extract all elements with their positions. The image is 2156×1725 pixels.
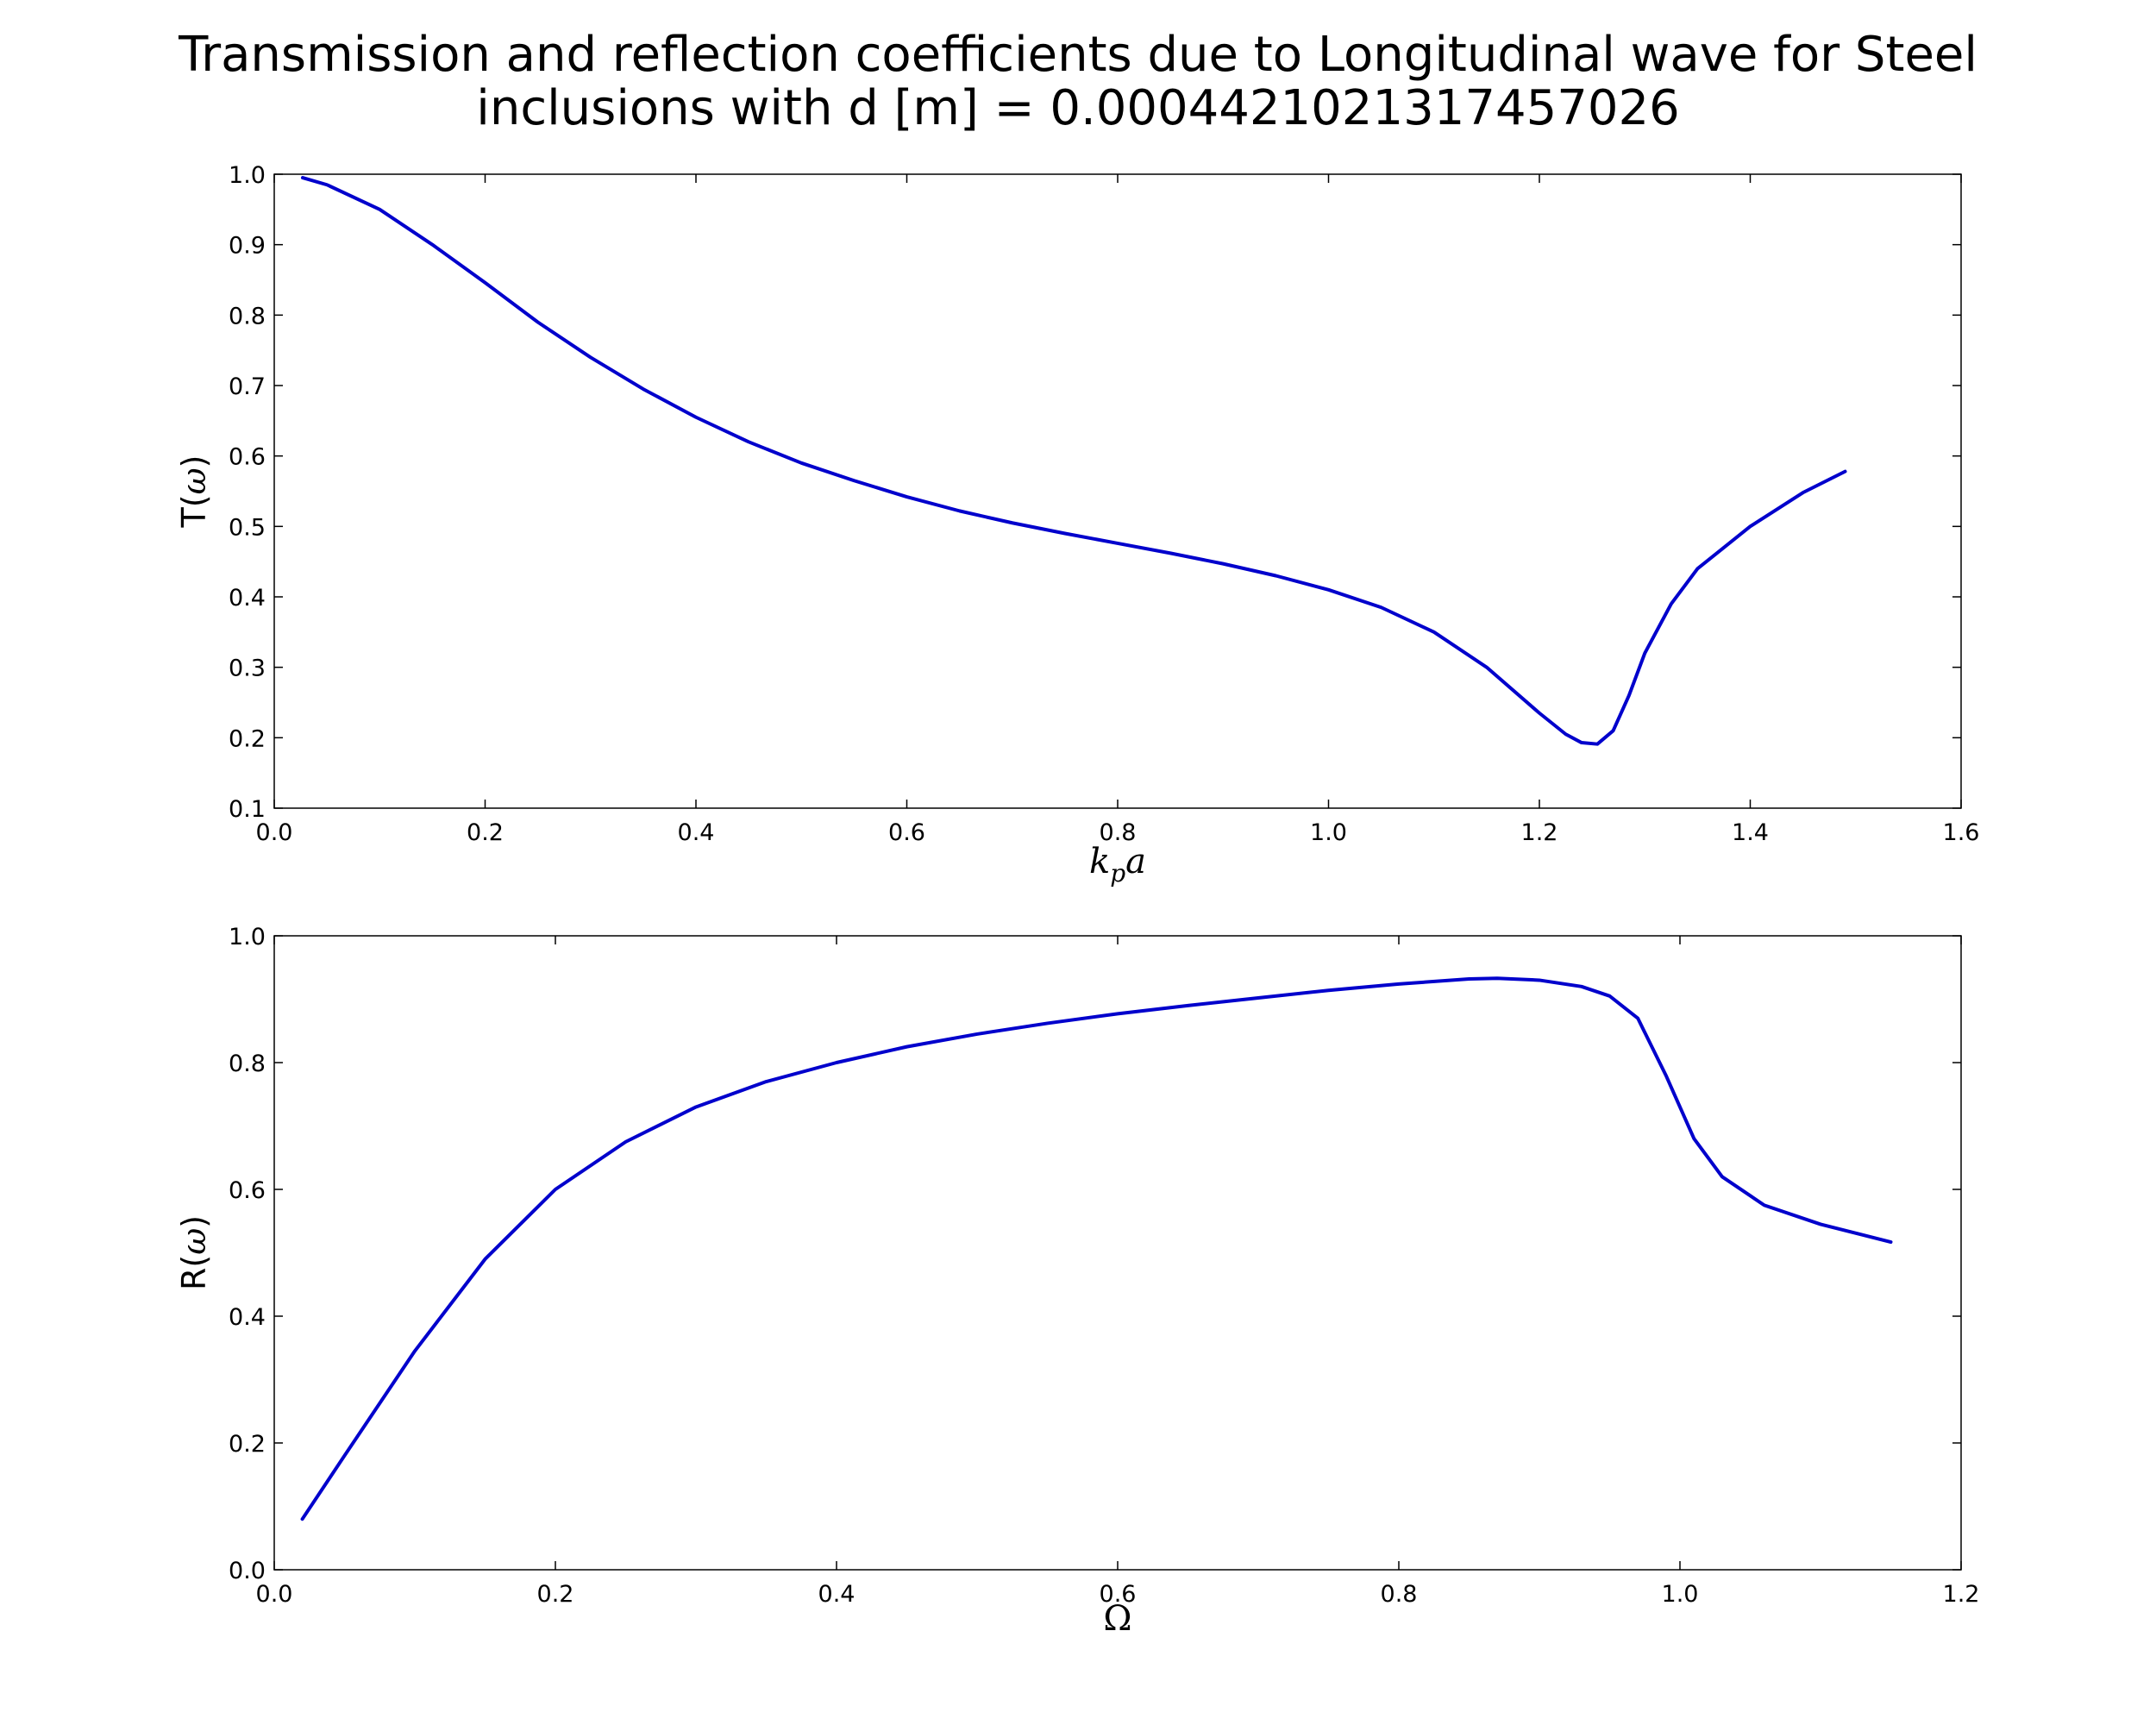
y-tick-label: 0.9 (229, 233, 266, 260)
x-tick-label: 0.2 (537, 1581, 574, 1608)
x-tick-label: 1.6 (1943, 819, 1980, 846)
y-tick-label: 0.7 (229, 373, 266, 400)
x-tick-label: 0.0 (256, 1581, 293, 1608)
y-tick-label: 1.0 (229, 162, 266, 189)
x-tick-label: 0.8 (1381, 1581, 1418, 1608)
series-line (300, 976, 1893, 1521)
x-tick-label: 1.0 (1310, 819, 1347, 846)
subplot-1: 0.0 0.2 0.4 0.6 0.8 1.0 1.2 1.4 1.6 0.1 0.2 0.3 0.4 0… (175, 162, 1979, 888)
x-tick-label: 0.6 (1100, 1581, 1137, 1608)
y-tick-label: 0.4 (229, 585, 266, 612)
x-tick-label: 1.2 (1521, 819, 1558, 846)
x-tick-label: 0.8 (1100, 819, 1137, 846)
y-tick-label: 0.6 (229, 1177, 266, 1204)
y-tick-label: 0.6 (229, 444, 266, 471)
plot-frame (273, 173, 1962, 809)
y-tick-label: 1.0 (229, 924, 266, 950)
y-tick-label: 0.2 (229, 1431, 266, 1458)
x-tick-label: 0.6 (888, 819, 925, 846)
y-tick-label: 0.8 (229, 1051, 266, 1077)
y-tick-label: 0.0 (229, 1558, 266, 1584)
y-tick-label: 0.4 (229, 1304, 266, 1331)
x-tick-label: 0.4 (678, 819, 715, 846)
y-tick-label: 0.2 (229, 725, 266, 752)
y-axis-label: T(ω) (175, 455, 213, 529)
x-tick-label: 1.2 (1943, 1581, 1980, 1608)
y-tick-label: 0.3 (229, 656, 266, 682)
y-tick-label: 0.1 (229, 796, 266, 823)
x-tick-label: 1.0 (1662, 1581, 1699, 1608)
y-tick-label: 0.8 (229, 303, 266, 329)
x-tick-label: 0.4 (818, 1581, 856, 1608)
x-axis-label: Ω (1103, 1599, 1131, 1639)
series-line (301, 176, 1847, 746)
x-tick-label: 0.0 (256, 819, 293, 846)
x-tick-label: 0.2 (467, 819, 504, 846)
y-axis-label: R(ω) (175, 1215, 213, 1290)
plot-frame (273, 935, 1962, 1571)
chart-title-line-1: Transmission and reflection coefficients… (179, 27, 1977, 83)
x-tick-label: 1.4 (1732, 819, 1769, 846)
y-tick-label: 0.5 (229, 514, 266, 541)
x-axis-label: kpa (1089, 842, 1146, 888)
subplot-2: 0.0 0.2 0.4 0.6 0.8 1.0 1.2 0.0 0.2 0.4 0.6 0.8 1.0 R… (175, 924, 1979, 1639)
chart-title-line-2: inclusions with d [m] = 0.00044210213174… (476, 80, 1680, 136)
